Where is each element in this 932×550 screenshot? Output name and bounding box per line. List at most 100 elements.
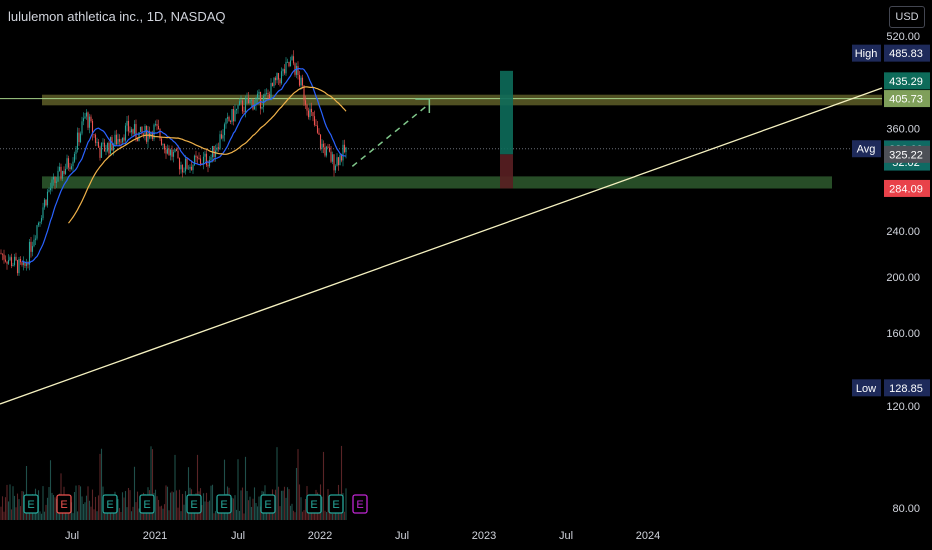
candle	[168, 148, 170, 156]
candle	[61, 170, 64, 179]
candle	[274, 77, 277, 81]
candle	[183, 171, 185, 173]
candle	[21, 262, 23, 265]
time-axis[interactable]: Jul 2021 Jul 2022 Jul 2023 Jul 2024	[65, 530, 660, 542]
earnings-badge: E	[260, 494, 276, 514]
earnings-badge-box	[328, 494, 344, 514]
candle	[255, 98, 257, 105]
volume-bar	[222, 508, 224, 520]
volume-bar	[151, 449, 154, 520]
candle	[163, 144, 166, 150]
candle	[177, 150, 179, 159]
volume-bar	[127, 487, 130, 520]
candle	[292, 56, 295, 64]
candle	[225, 118, 227, 125]
candle	[229, 121, 232, 122]
candle	[165, 149, 167, 154]
price-axis[interactable]: 520.00 360.00 240.00 200.00 160.00 120.00 80.0…	[852, 0, 932, 550]
candle	[261, 106, 263, 109]
volume-bar	[160, 505, 163, 520]
projection-arrowhead	[415, 98, 431, 114]
candle	[307, 110, 310, 118]
volume-bar	[120, 511, 122, 520]
volume-bar	[322, 451, 325, 520]
candle	[304, 100, 307, 105]
earnings-badge-label: E	[220, 499, 227, 511]
time-tick-label: 2021	[143, 530, 167, 542]
price-tag-box	[852, 379, 881, 397]
candle	[19, 258, 22, 263]
candle	[220, 134, 223, 139]
candle	[127, 120, 130, 132]
price-tick-label: 160.00	[886, 328, 920, 340]
volume-bar	[259, 506, 262, 520]
volume-bar	[7, 501, 10, 520]
volume-bar	[49, 460, 52, 520]
candle	[300, 77, 302, 86]
time-tick-label: Jul	[231, 530, 245, 542]
volume-bar	[99, 453, 101, 520]
volume-bar	[237, 459, 239, 520]
volume-bar	[286, 487, 289, 520]
candle	[118, 139, 121, 142]
volume-bar	[150, 446, 152, 520]
candle	[142, 133, 145, 135]
candle	[156, 123, 158, 126]
candle	[58, 166, 61, 171]
candle	[180, 164, 182, 170]
candle	[114, 134, 116, 145]
volume-bar	[73, 492, 76, 520]
candle	[303, 85, 305, 101]
time-tick-label: Jul	[65, 530, 79, 542]
volume-bar	[43, 511, 46, 520]
time-tick-label: 2024	[636, 530, 660, 542]
candle	[102, 142, 104, 144]
volume-bar	[201, 505, 203, 520]
candle	[31, 246, 34, 252]
earnings-badge-label: E	[264, 499, 271, 511]
candle	[52, 176, 55, 180]
ascending-trendline	[0, 87, 883, 405]
candle	[298, 75, 301, 86]
candle	[240, 100, 242, 102]
candle	[279, 79, 281, 84]
volume-bar	[258, 496, 260, 520]
candle	[237, 105, 239, 109]
candle	[76, 132, 79, 150]
volume-bar	[154, 489, 157, 520]
candle	[133, 124, 136, 134]
currency-button[interactable]: USD	[889, 6, 925, 28]
candle	[106, 142, 109, 151]
candle	[166, 148, 169, 154]
candle	[228, 117, 230, 122]
candle	[175, 149, 178, 151]
candle	[12, 265, 14, 267]
volume-bar	[106, 510, 109, 520]
volume-bar	[1, 496, 4, 520]
candle	[36, 225, 38, 239]
volume-bar	[255, 502, 257, 520]
volume-bar	[109, 511, 112, 520]
volume-bar	[76, 511, 79, 520]
volume-bar	[324, 510, 326, 520]
volume-bar	[51, 492, 53, 520]
volume-bar	[300, 497, 302, 520]
volume-bar	[166, 486, 169, 520]
candle	[328, 147, 331, 152]
candle	[13, 256, 16, 266]
volume-bar	[138, 508, 140, 520]
candle	[214, 150, 217, 157]
chart-title: lululemon athletica inc., 1D, NASDAQ	[8, 9, 226, 24]
candle	[117, 139, 119, 145]
volume-bar	[75, 485, 77, 520]
candle	[9, 257, 11, 261]
volume-bar	[123, 497, 125, 520]
earnings-badge: E	[186, 494, 202, 514]
candle	[28, 241, 31, 265]
candle	[207, 165, 209, 167]
candle	[97, 141, 100, 148]
candle	[145, 126, 148, 142]
price-tick-label: 360.00	[886, 124, 920, 136]
